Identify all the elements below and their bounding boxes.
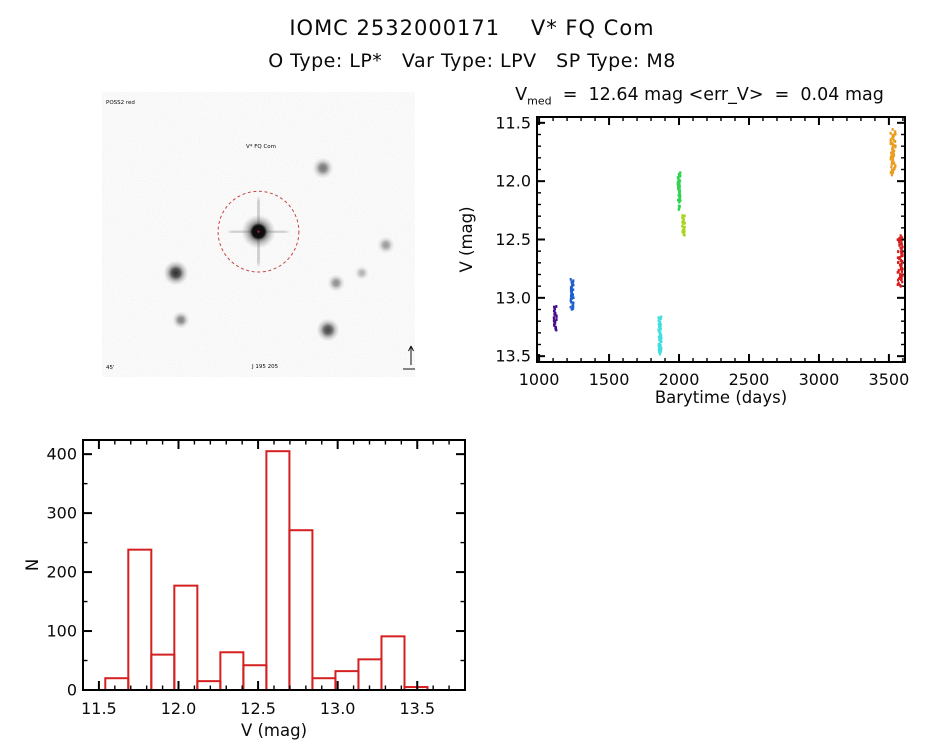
lc-data-cluster-2: [569, 277, 575, 311]
hist-y-tick-label: 0: [67, 681, 77, 700]
page-title: IOMC 2532000171 V* FQ Com: [289, 16, 655, 40]
lc-data-cluster-5: [677, 204, 681, 211]
histogram-bars: [104, 450, 429, 692]
histogram-plot: 11.5 12.0 12.5 13.0 13.5 0 100 200 300 400 V (mag)…: [23, 439, 466, 740]
lc-x-tick-label: 3500: [869, 370, 910, 389]
hist-x-tick-label: 12.5: [240, 699, 276, 718]
lc-data-cluster-3: [657, 315, 663, 356]
lc-title-prefix: V: [515, 85, 528, 105]
histogram-bar: [173, 584, 199, 691]
lc-x-tick-label: 2000: [659, 370, 700, 389]
hist-x-tick-label: 13.5: [399, 699, 435, 718]
histogram-bar: [242, 664, 268, 692]
lc-y-axis-label: V (mag): [457, 206, 476, 272]
lc-data-cluster-1: [552, 305, 558, 332]
histogram-bar: [357, 658, 383, 692]
chart-survey-label: POSS2 red: [106, 100, 135, 106]
hist-y-tick-label: 100: [46, 622, 77, 641]
page-subtitle: O Type: LP* Var Type: LPV SP Type: M8: [268, 50, 676, 72]
histogram-bar: [196, 680, 222, 691]
lc-x-tick-label: 1500: [589, 370, 630, 389]
lc-y-tick-label: 11.5: [495, 113, 531, 132]
field-star: [163, 260, 189, 286]
compass-arrow-icon: [403, 345, 417, 370]
lc-data-cluster-4: [676, 171, 682, 204]
histogram-bar: [288, 529, 314, 691]
lc-plot-box: [536, 116, 906, 363]
hist-y-tick-label: 300: [46, 504, 77, 523]
lc-data-cluster-8: [896, 234, 904, 288]
histogram-bar: [150, 653, 176, 691]
finding-chart-image: POSS2 red V* FQ Com 45' J 195 205: [102, 92, 417, 377]
field-star: [354, 265, 370, 281]
hist-plot-box: [82, 439, 466, 691]
histogram-bar: [104, 677, 130, 692]
field-star: [312, 157, 334, 179]
lc-y-tick-label: 12.0: [495, 172, 531, 191]
lc-title-rest: = 12.64 mag <err_V> = 0.04 mag: [551, 85, 884, 105]
target-star: [229, 198, 288, 265]
finding-chart-svg: POSS2 red V* FQ Com 45' J 195 205: [102, 92, 417, 377]
lc-x-axis-label: Barytime (days): [655, 388, 787, 407]
hist-x-axis-label: V (mag): [241, 721, 307, 740]
lc-y-tick-label: 12.5: [495, 230, 531, 249]
aperture-circle: [217, 190, 300, 273]
hist-x-tick-label: 11.5: [81, 699, 117, 718]
lc-y-tick-label: 13.0: [495, 288, 531, 307]
hist-y-axis-label: N: [23, 559, 42, 571]
hist-x-tick-label: 12.0: [161, 699, 197, 718]
histogram-bar: [219, 651, 245, 691]
field-star: [327, 274, 345, 292]
lc-data-cluster-7: [889, 128, 897, 177]
lc-title-sub: med: [527, 94, 552, 108]
hist-x-tick-label: 13.0: [320, 699, 356, 718]
field-star: [172, 311, 190, 329]
hist-y-tick-label: 200: [46, 563, 77, 582]
lightcurve-title: Vmed = 12.64 mag <err_V> = 0.04 mag: [455, 85, 944, 108]
histogram-bar: [380, 635, 406, 692]
lc-x-tick-label: 3000: [799, 370, 840, 389]
field-star: [377, 236, 395, 254]
chart-corner-label: 45': [106, 365, 115, 371]
histogram-bar: [127, 548, 153, 691]
lightcurve-panel: Vmed = 12.64 mag <err_V> = 0.04 mag 1000…: [455, 85, 944, 415]
chart-coords-label: J 195 205: [251, 364, 279, 370]
lc-x-tick-label: 1000: [519, 370, 560, 389]
hist-y-tick-label: 400: [46, 445, 77, 464]
target-marker-dot: [257, 230, 260, 233]
histogram-bar: [334, 670, 360, 692]
lc-data-cluster-6: [681, 214, 686, 237]
field-star: [316, 318, 340, 342]
histogram-bar: [265, 450, 291, 691]
lc-y-tick-label: 13.5: [495, 347, 531, 366]
lightcurve-plot: 1000 1500 2000 2500 3000 3500 11.5 12.0 12.5 13.0…: [457, 113, 910, 407]
target-name-label: V* FQ Com: [246, 144, 276, 150]
histogram-bar: [311, 677, 337, 692]
lc-x-tick-label: 2500: [729, 370, 770, 389]
